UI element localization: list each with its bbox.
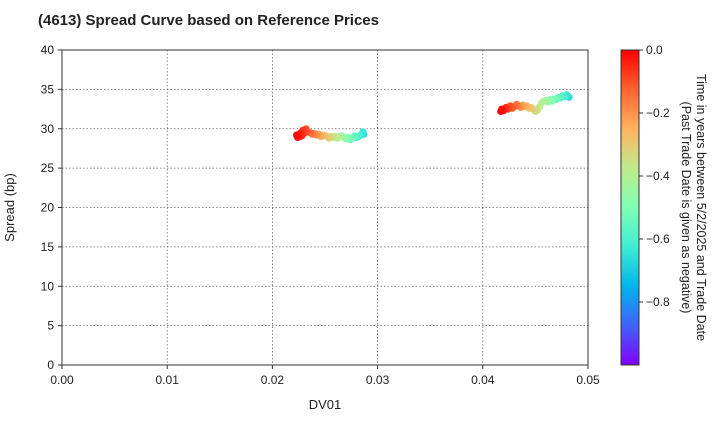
x-tick-label: 0.04 — [471, 373, 495, 387]
y-tick-label: 40 — [41, 43, 55, 57]
data-points — [293, 91, 573, 144]
x-tick-label: 0.02 — [261, 373, 285, 387]
x-tick-label: 0.05 — [576, 373, 600, 387]
colorbar-tick-label: 0.0 — [646, 43, 663, 57]
colorbar-tick-label: −0.6 — [646, 232, 670, 246]
colorbar-tick-label: −0.2 — [646, 106, 670, 120]
y-tick-label: 20 — [41, 201, 55, 215]
data-point-bond-2 — [497, 107, 505, 115]
y-axis-ticks: 0 5 10 15 20 25 30 35 40 — [41, 43, 62, 372]
y-tick-label: 10 — [41, 279, 55, 293]
grid — [62, 50, 588, 365]
colorbar-tick-label: −0.8 — [646, 295, 670, 309]
chart-title: (4613) Spread Curve based on Reference P… — [38, 12, 379, 29]
data-point-bond-1 — [293, 131, 301, 139]
colorbar-ticks: 0.0 −0.2 −0.4 −0.6 −0.8 — [639, 43, 670, 309]
x-tick-label: 0.03 — [366, 373, 390, 387]
x-tick-label: 0.01 — [156, 373, 180, 387]
x-axis-ticks: 0.00 0.01 0.02 0.03 0.04 0.05 — [50, 365, 600, 387]
y-tick-label: 5 — [47, 319, 54, 333]
colorbar — [620, 49, 640, 366]
colorbar-label-line1: Time in years between 5/2/2025 and Trade… — [694, 74, 708, 341]
colorbar-tick-label: −0.4 — [646, 169, 670, 183]
x-axis-label: DV01 — [309, 397, 342, 412]
y-axis-label: Spread (bp) — [2, 173, 17, 242]
y-tick-label: 25 — [41, 161, 55, 175]
colorbar-label-line2: (Past Trade Date is given as negative) — [679, 102, 693, 314]
y-tick-label: 35 — [41, 82, 55, 96]
x-tick-label: 0.00 — [50, 373, 74, 387]
y-tick-label: 30 — [41, 122, 55, 136]
y-tick-label: 0 — [47, 358, 54, 372]
y-tick-label: 15 — [41, 240, 55, 254]
